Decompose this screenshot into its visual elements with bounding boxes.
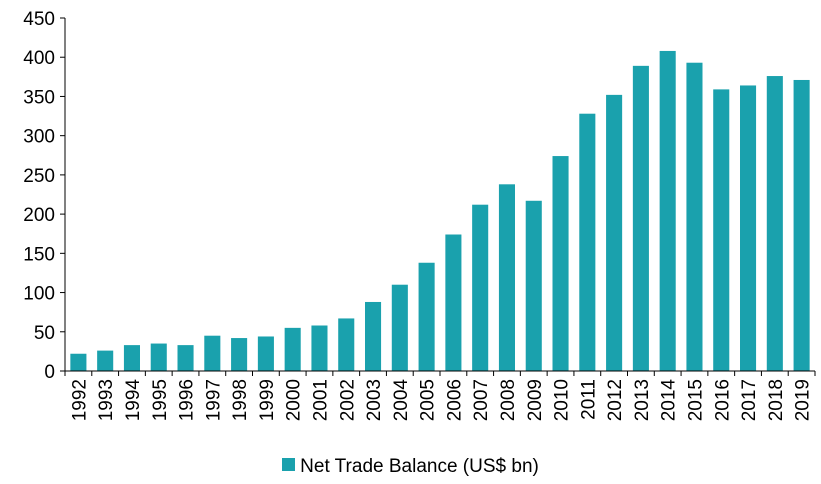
bar-2017 <box>740 85 757 371</box>
x-tick-label: 2004 <box>391 379 412 422</box>
bar-2010 <box>552 156 569 371</box>
x-tick-label: 1992 <box>69 379 90 421</box>
y-tick-label: 0 <box>44 362 55 383</box>
y-tick-label: 200 <box>23 205 55 226</box>
bar-2018 <box>766 76 783 371</box>
x-tick-label: 1994 <box>123 379 144 422</box>
x-tick-label: 2003 <box>364 379 385 421</box>
x-tick-label: 2016 <box>712 379 733 421</box>
x-tick-label: 2011 <box>578 379 599 420</box>
bar-2005 <box>418 262 435 371</box>
bar-2007 <box>472 204 489 371</box>
bar-1995 <box>150 343 167 371</box>
bars <box>70 50 810 372</box>
bar-2008 <box>498 184 515 371</box>
y-axis-ticks: 0 50 100 150 200 250 300 350 400 450 <box>23 9 65 383</box>
y-tick-label: 100 <box>23 284 55 305</box>
bar-2006 <box>445 234 462 371</box>
bar-1993 <box>97 350 114 371</box>
x-tick-label: 2001 <box>310 379 331 421</box>
x-tick-label: 2008 <box>498 379 519 421</box>
bar-2013 <box>632 65 649 372</box>
x-tick-label: 2014 <box>659 379 680 422</box>
x-tick-label: 2013 <box>632 379 653 421</box>
legend-swatch <box>282 458 296 472</box>
x-tick-label: 1999 <box>257 379 278 421</box>
x-tick-label: 2010 <box>552 379 573 421</box>
y-tick-label: 250 <box>23 166 55 187</box>
legend-label: Net Trade Balance (US$ bn) <box>300 456 539 477</box>
x-tick-label: 2009 <box>525 379 546 421</box>
x-tick-label: 1998 <box>230 379 251 421</box>
x-tick-label: 2006 <box>444 379 465 421</box>
x-tick-label: 1995 <box>150 379 171 421</box>
y-tick-label: 300 <box>23 127 55 148</box>
x-tick-label: 2005 <box>418 379 439 421</box>
bar-1998 <box>231 338 248 371</box>
bar-2002 <box>338 318 355 371</box>
legend: Net Trade Balance (US$ bn) <box>0 456 821 478</box>
bar-2004 <box>391 284 408 371</box>
bar-2016 <box>713 89 730 371</box>
bar-1996 <box>177 345 194 371</box>
bar-2003 <box>365 301 382 371</box>
bar-2015 <box>686 62 703 372</box>
x-tick-label: 1996 <box>177 379 198 421</box>
bar-2001 <box>311 325 328 371</box>
x-tick-label: 2018 <box>766 379 787 421</box>
x-tick-label: 2015 <box>685 379 706 421</box>
y-tick-label: 400 <box>23 48 55 69</box>
y-tick-label: 50 <box>34 323 55 344</box>
bar-2012 <box>606 94 623 372</box>
x-tick-label: 2012 <box>605 379 626 421</box>
bar-1994 <box>123 345 140 371</box>
y-tick-label: 150 <box>23 244 55 265</box>
bar-2000 <box>284 327 301 371</box>
x-tick-label: 2007 <box>471 379 492 421</box>
bar-2019 <box>793 79 810 372</box>
bar-1999 <box>257 336 274 371</box>
x-tick-label: 2002 <box>337 379 358 421</box>
bar-2011 <box>579 113 596 372</box>
x-tick-label: 2000 <box>284 379 305 421</box>
x-axis-ticks: 1992 1993 1994 1995 1996 1997 1998 1999 2000 2001… <box>64 371 816 422</box>
x-tick-label: 2017 <box>739 379 760 421</box>
y-tick-label: 350 <box>23 87 55 108</box>
x-tick-label: 2019 <box>793 379 814 421</box>
bar-2014 <box>659 50 676 372</box>
x-tick-label: 1993 <box>96 379 117 421</box>
x-tick-label: 1997 <box>203 379 224 421</box>
bar-2009 <box>525 200 542 371</box>
bar-1997 <box>204 335 221 371</box>
y-tick-label: 450 <box>23 9 55 30</box>
bar-1992 <box>70 353 87 371</box>
